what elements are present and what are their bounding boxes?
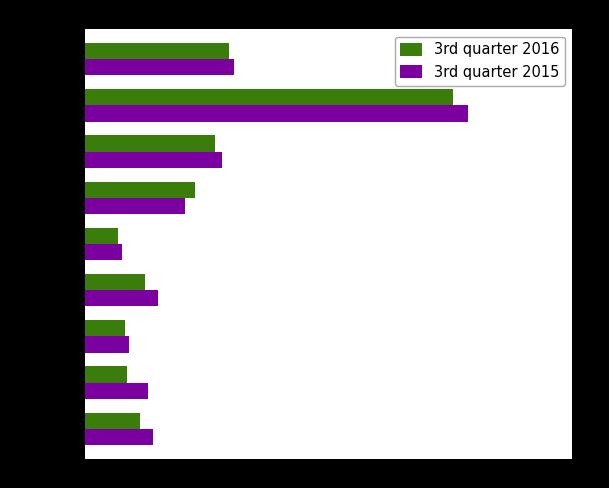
Bar — [85, 383, 148, 399]
Bar — [85, 182, 195, 198]
Bar — [85, 228, 118, 244]
Bar — [85, 244, 122, 260]
Legend: 3rd quarter 2016, 3rd quarter 2015: 3rd quarter 2016, 3rd quarter 2015 — [395, 37, 565, 85]
Bar — [85, 136, 214, 152]
Bar — [85, 152, 222, 168]
Bar — [85, 43, 230, 60]
Bar — [85, 89, 453, 105]
Bar — [85, 105, 468, 122]
Bar — [85, 336, 129, 352]
Bar — [85, 60, 234, 76]
Bar — [85, 320, 125, 336]
Bar — [85, 274, 145, 290]
Bar — [85, 198, 185, 214]
Bar — [85, 366, 127, 383]
Bar — [85, 290, 158, 306]
Bar — [85, 428, 153, 445]
Bar — [85, 412, 140, 428]
